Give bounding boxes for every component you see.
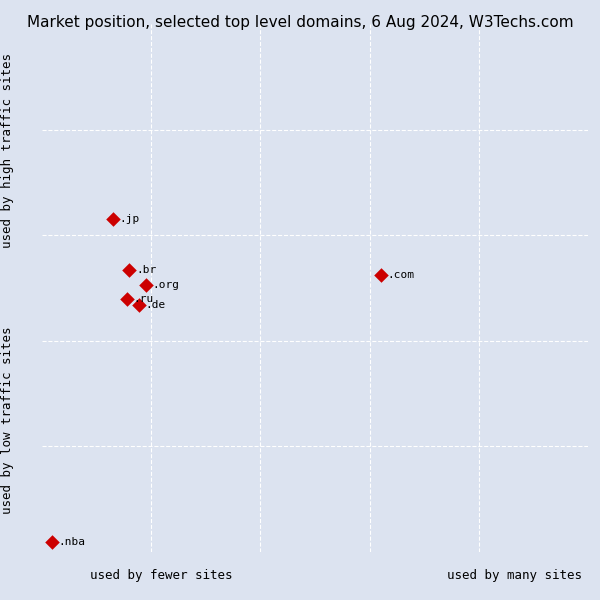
Text: .jp: .jp xyxy=(119,214,140,224)
Point xyxy=(122,294,131,304)
Point xyxy=(125,265,134,274)
Point xyxy=(376,270,385,280)
Text: .de: .de xyxy=(146,300,166,310)
Text: used by fewer sites: used by fewer sites xyxy=(90,569,233,582)
Point xyxy=(47,538,56,547)
Text: used by many sites: used by many sites xyxy=(447,569,582,582)
Point xyxy=(134,300,144,310)
Text: .br: .br xyxy=(136,265,156,275)
Point xyxy=(108,215,118,224)
Text: .nba: .nba xyxy=(58,538,85,547)
Text: .com: .com xyxy=(387,270,414,280)
Text: .ru: .ru xyxy=(133,293,154,304)
Text: used by high traffic sites: used by high traffic sites xyxy=(1,52,14,247)
Text: used by low traffic sites: used by low traffic sites xyxy=(1,326,14,514)
Text: Market position, selected top level domains, 6 Aug 2024, W3Techs.com: Market position, selected top level doma… xyxy=(26,15,574,30)
Point xyxy=(141,281,151,290)
Text: .org: .org xyxy=(152,280,179,290)
